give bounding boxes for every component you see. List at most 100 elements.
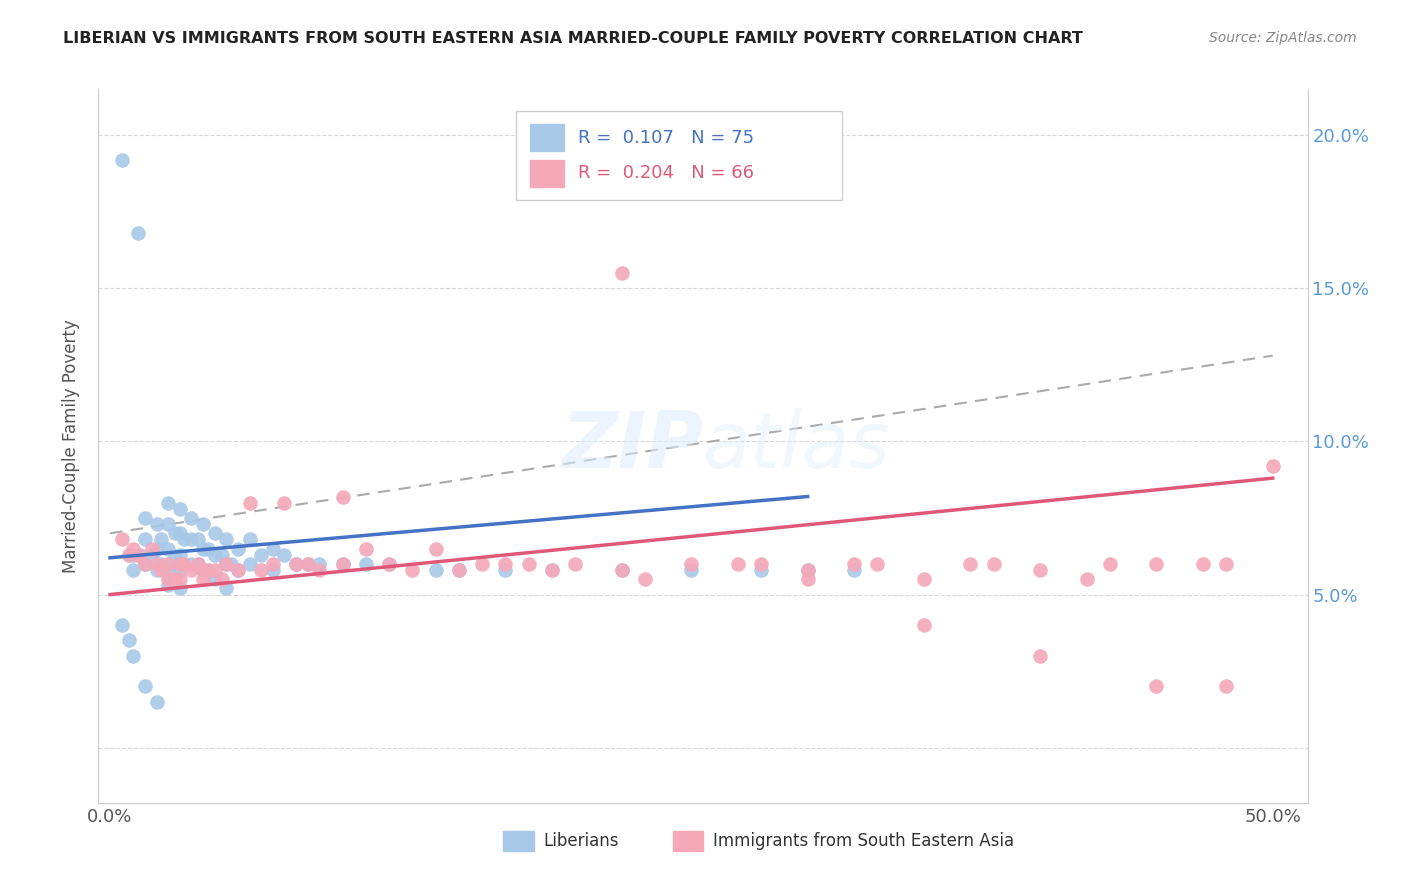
Point	[157, 541, 180, 556]
Point	[308, 563, 330, 577]
Point	[1192, 557, 1215, 571]
Point	[285, 557, 308, 571]
Point	[180, 511, 202, 525]
Point	[540, 563, 562, 577]
Point	[215, 533, 238, 547]
Point	[912, 618, 935, 632]
Point	[191, 541, 214, 556]
Point	[308, 557, 330, 571]
Point	[1029, 563, 1052, 577]
Point	[517, 557, 540, 571]
Point	[191, 563, 214, 577]
Point	[681, 557, 703, 571]
Point	[141, 541, 163, 556]
Point	[150, 563, 173, 577]
Point	[749, 557, 772, 571]
Point	[187, 557, 209, 571]
Point	[157, 572, 180, 586]
Point	[145, 695, 167, 709]
Point	[165, 526, 187, 541]
Point	[262, 563, 284, 577]
Text: R =  0.204   N = 66: R = 0.204 N = 66	[578, 164, 755, 182]
Point	[145, 517, 167, 532]
Point	[122, 648, 145, 663]
Point	[1144, 680, 1167, 694]
Point	[191, 572, 214, 586]
Point	[187, 533, 209, 547]
Point	[425, 563, 447, 577]
Point	[134, 511, 156, 525]
Point	[610, 563, 633, 577]
Point	[297, 557, 319, 571]
Point	[118, 548, 141, 562]
Point	[180, 557, 202, 571]
Point	[169, 563, 191, 577]
Point	[122, 541, 145, 556]
Point	[173, 557, 195, 571]
Point	[122, 548, 145, 562]
Bar	[503, 831, 534, 851]
Point	[197, 541, 219, 556]
Point	[180, 563, 202, 577]
Point	[494, 563, 516, 577]
Point	[1076, 572, 1098, 586]
Point	[165, 572, 187, 586]
Point	[173, 557, 195, 571]
Point	[844, 557, 866, 571]
Point	[111, 533, 134, 547]
Point	[129, 548, 152, 562]
Point	[134, 557, 156, 571]
Point	[111, 153, 134, 167]
Point	[912, 572, 935, 586]
Point	[169, 557, 191, 571]
Point	[150, 557, 173, 571]
Point	[157, 563, 180, 577]
Point	[727, 557, 749, 571]
Point	[191, 517, 214, 532]
Point	[378, 557, 401, 571]
Point	[204, 572, 226, 586]
Point	[169, 526, 191, 541]
Point	[226, 563, 249, 577]
Point	[262, 557, 284, 571]
Point	[959, 557, 981, 571]
Point	[150, 533, 173, 547]
Point	[844, 563, 866, 577]
Point	[127, 226, 149, 240]
Point	[173, 533, 195, 547]
Point	[165, 550, 187, 565]
Point	[211, 548, 233, 562]
Point	[1098, 557, 1121, 571]
Point	[471, 557, 494, 571]
Point	[169, 582, 191, 596]
Point	[226, 563, 249, 577]
Point	[796, 563, 818, 577]
Point	[634, 572, 657, 586]
Point	[180, 533, 202, 547]
Point	[191, 563, 214, 577]
Text: Immigrants from South Eastern Asia: Immigrants from South Eastern Asia	[713, 832, 1014, 850]
Point	[332, 557, 354, 571]
Point	[610, 563, 633, 577]
Text: R =  0.107   N = 75: R = 0.107 N = 75	[578, 128, 755, 146]
Text: Liberians: Liberians	[543, 832, 619, 850]
Y-axis label: Married-Couple Family Poverty: Married-Couple Family Poverty	[62, 319, 80, 573]
Point	[134, 680, 156, 694]
Point	[127, 548, 149, 562]
Point	[111, 618, 134, 632]
Point	[332, 557, 354, 571]
Point	[250, 548, 273, 562]
Point	[215, 557, 238, 571]
Point	[145, 541, 167, 556]
Point	[169, 501, 191, 516]
Point	[157, 557, 180, 571]
Point	[796, 572, 818, 586]
Point	[134, 557, 156, 571]
Point	[204, 548, 226, 562]
Point	[332, 490, 354, 504]
Point	[134, 533, 156, 547]
Point	[145, 563, 167, 577]
Point	[540, 563, 562, 577]
Point	[118, 548, 141, 562]
Point	[157, 517, 180, 532]
